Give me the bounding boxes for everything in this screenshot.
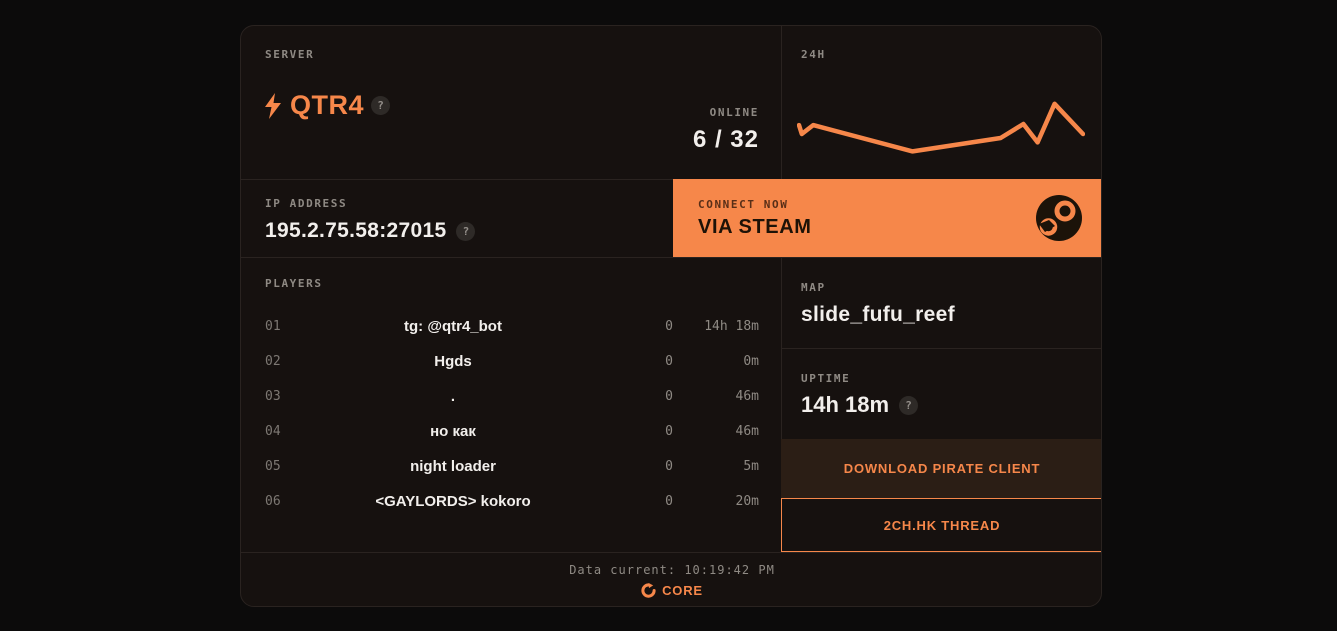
server-status-card: SERVER QTR4 ? ONLINE 6 / 32 24H IP ADDRE… <box>240 25 1102 607</box>
player-time: 14h 18m <box>704 319 759 334</box>
player-index: 06 <box>265 494 281 509</box>
server-title: QTR4 ? <box>263 90 391 121</box>
divider-vertical <box>781 26 782 552</box>
server-section: SERVER QTR4 ? ONLINE 6 / 32 <box>241 26 781 179</box>
online-block: ONLINE 6 / 32 <box>693 106 759 154</box>
ip-row: 195.2.75.58:27015 ? <box>265 219 476 243</box>
connect-via-steam-button[interactable]: CONNECT NOW VIA STEAM <box>673 179 1101 257</box>
player-row: 04 но как 0 46m <box>241 414 781 449</box>
core-brand-link[interactable]: CORE <box>641 583 703 598</box>
player-score: 0 <box>665 494 673 509</box>
core-logo-icon <box>641 583 656 598</box>
via-steam-label: VIA STEAM <box>698 215 812 238</box>
online-count: 6 / 32 <box>692 126 759 153</box>
2ch-thread-button[interactable]: 2CH.HK THREAD <box>781 498 1101 552</box>
player-index: 05 <box>265 459 281 474</box>
card-footer: Data current: 10:19:42 PM CORE <box>241 552 1101 606</box>
players-24h-chart <box>797 101 1085 154</box>
ip-address: 195.2.75.58:27015 <box>265 219 447 242</box>
map-section: MAP slide_fufu_reef <box>781 257 1101 348</box>
players-section: PLAYERS 01 tg: @qtr4_bot 0 14h 18m 02 Hg… <box>241 257 781 552</box>
uptime-value: 14h 18m <box>801 392 890 417</box>
player-score: 0 <box>665 319 673 334</box>
player-index: 01 <box>265 319 281 334</box>
core-brand-label: CORE <box>662 583 703 598</box>
player-time: 5m <box>743 459 759 474</box>
players-list: 01 tg: @qtr4_bot 0 14h 18m 02 Hgds 0 0m … <box>241 309 781 519</box>
player-name: . <box>450 388 456 405</box>
chart-label: 24H <box>801 48 826 61</box>
map-label: MAP <box>801 281 826 294</box>
player-time: 20m <box>735 494 759 509</box>
player-row: 02 Hgds 0 0m <box>241 344 781 379</box>
player-name: night loader <box>410 458 496 475</box>
player-time: 0m <box>743 354 759 369</box>
player-name: но как <box>430 423 476 440</box>
players-24h-line <box>797 101 1085 154</box>
ip-help-icon[interactable]: ? <box>456 221 476 241</box>
player-score: 0 <box>665 424 673 439</box>
uptime-section: UPTIME 14h 18m ? <box>781 348 1101 439</box>
connect-now-label: CONNECT NOW <box>698 197 789 211</box>
map-name: slide_fufu_reef <box>801 303 955 326</box>
chart-section: 24H <box>781 26 1101 179</box>
player-row: 06 <GAYLORDS> kokoro 0 20m <box>241 484 781 519</box>
lightning-bolt-icon <box>265 92 281 119</box>
player-time: 46m <box>735 424 759 439</box>
player-score: 0 <box>665 459 673 474</box>
player-row: 05 night loader 0 5m <box>241 449 781 484</box>
download-pirate-client-button[interactable]: DOWNLOAD PIRATE CLIENT <box>781 439 1101 498</box>
player-score: 0 <box>665 389 673 404</box>
data-current-timestamp: Data current: 10:19:42 PM <box>569 563 775 577</box>
player-row: 03 . 0 46m <box>241 379 781 414</box>
players-label: PLAYERS <box>265 277 323 290</box>
player-index: 04 <box>265 424 281 439</box>
uptime-help-icon[interactable]: ? <box>899 395 919 415</box>
ip-section: IP ADDRESS 195.2.75.58:27015 ? <box>241 179 673 257</box>
player-row: 01 tg: @qtr4_bot 0 14h 18m <box>241 309 781 344</box>
player-name: tg: @qtr4_bot <box>404 318 502 335</box>
player-name: <GAYLORDS> kokoro <box>375 493 531 510</box>
player-time: 46m <box>735 389 759 404</box>
server-name: QTR4 <box>290 90 365 120</box>
online-label: ONLINE <box>709 106 759 119</box>
player-index: 03 <box>265 389 281 404</box>
server-help-icon[interactable]: ? <box>371 96 391 115</box>
uptime-label: UPTIME <box>801 372 851 385</box>
steam-icon[interactable] <box>1035 194 1083 242</box>
connect-text: CONNECT NOW VIA STEAM <box>673 198 812 239</box>
server-label: SERVER <box>265 48 315 61</box>
player-index: 02 <box>265 354 281 369</box>
player-name: Hgds <box>434 353 472 370</box>
divider-ip-players <box>241 257 1101 258</box>
divider-server-ip <box>241 179 781 180</box>
uptime-row: 14h 18m ? <box>801 392 919 418</box>
player-score: 0 <box>665 354 673 369</box>
divider-map-uptime <box>781 348 1101 349</box>
ip-label: IP ADDRESS <box>265 197 348 210</box>
